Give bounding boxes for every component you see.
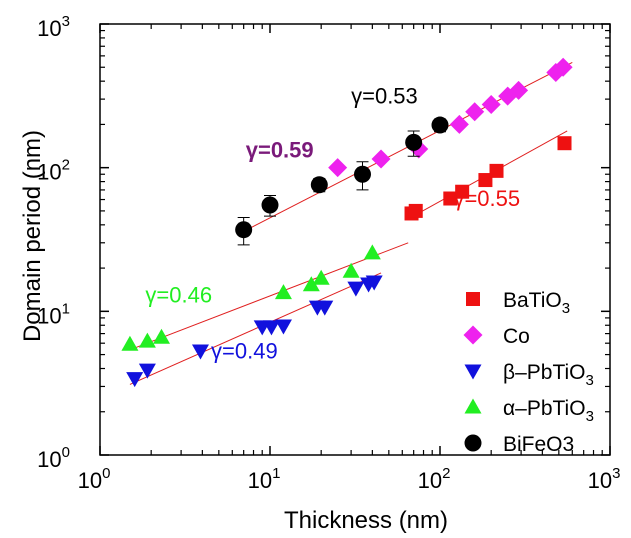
data-point	[235, 221, 253, 239]
data-point	[312, 269, 330, 285]
data-point	[449, 114, 469, 134]
data-points	[121, 57, 573, 388]
data-point	[353, 165, 371, 183]
gamma-annotations: γ=0.53 γ=0.59 γ=0.55 γ=0.46 γ=0.49	[145, 83, 520, 363]
legend-label: α–PbTiO3	[503, 397, 594, 425]
legend-marker	[463, 325, 483, 345]
x-tick-label: 102	[418, 465, 451, 493]
data-point	[365, 275, 383, 291]
legend-marker	[464, 398, 482, 414]
data-point	[316, 300, 334, 316]
data-point	[152, 328, 170, 344]
data-point	[443, 191, 458, 206]
data-point	[557, 136, 572, 151]
gamma-label: γ=0.49	[211, 338, 278, 363]
data-point	[431, 116, 449, 134]
legend-marker	[466, 292, 480, 306]
data-point	[481, 95, 501, 115]
x-tick-label: 103	[588, 465, 621, 493]
data-point	[274, 319, 292, 335]
data-point	[405, 133, 423, 151]
x-tick-label: 101	[248, 465, 281, 493]
data-point	[509, 80, 529, 100]
data-point	[455, 184, 470, 199]
gamma-label: γ=0.55	[453, 186, 520, 211]
data-point	[328, 158, 348, 178]
data-point	[262, 320, 280, 336]
data-point	[342, 262, 360, 278]
axes: 100 101 102 103 100 101 102 103	[37, 13, 620, 493]
legend-label: BiFeO3	[503, 433, 574, 456]
data-point	[302, 276, 320, 292]
y-tick-label: 101	[37, 300, 70, 328]
x-axis-title: Thickness (nm)	[284, 507, 448, 534]
data-point	[546, 62, 566, 82]
fit-line	[129, 242, 409, 351]
data-point	[363, 244, 381, 260]
data-point	[489, 163, 504, 178]
data-point	[138, 332, 156, 348]
y-tick-label: 103	[37, 13, 70, 41]
legend-marker	[464, 434, 482, 452]
legend-label: β–PbTiO3	[503, 361, 594, 389]
legend-marker	[464, 364, 482, 380]
data-point	[310, 176, 328, 194]
data-point	[347, 281, 365, 297]
legend-label: BaTiO3	[503, 289, 570, 317]
data-point	[553, 57, 573, 77]
data-point	[121, 335, 139, 351]
gamma-label: γ=0.53	[351, 83, 418, 108]
data-point	[261, 196, 279, 214]
x-tick-label: 100	[78, 465, 111, 493]
legend-label: Co	[503, 325, 530, 348]
data-point	[274, 284, 292, 300]
data-point	[138, 363, 156, 379]
y-axis-title: Domain period (nm)	[19, 130, 46, 342]
data-point	[191, 344, 209, 360]
y-tick-label: 102	[37, 157, 70, 185]
data-point	[478, 173, 493, 188]
data-point	[371, 149, 391, 169]
gamma-label: γ=0.59	[246, 137, 314, 162]
plot-frame	[99, 23, 611, 456]
legend: BaTiO3 Co β–PbTiO3 α–PbTiO3 BiFeO3	[463, 289, 594, 456]
gamma-label: γ=0.46	[145, 283, 212, 308]
data-point	[465, 102, 485, 122]
data-point	[408, 203, 423, 218]
data-point	[126, 372, 144, 388]
fit-line	[129, 272, 382, 385]
y-tick-label: 100	[37, 444, 70, 472]
